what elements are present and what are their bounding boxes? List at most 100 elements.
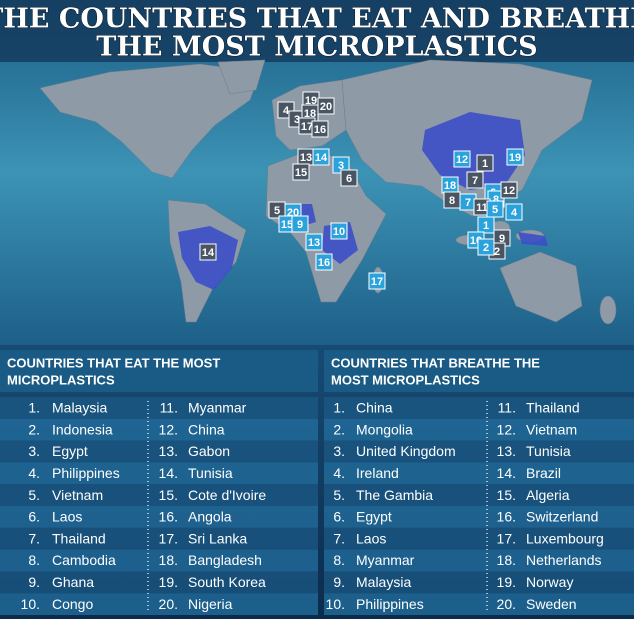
- list-rank: 10.: [21, 596, 40, 612]
- map-marker-label: 16: [318, 257, 330, 269]
- map-marker-label: 19: [305, 95, 317, 107]
- list-rank: 9.: [333, 574, 345, 590]
- list-name: Ireland: [356, 465, 399, 481]
- map-marker: [506, 148, 524, 166]
- map-marker: [477, 238, 495, 256]
- list-rank: 12.: [497, 421, 516, 437]
- list-name: Philippines: [52, 465, 120, 481]
- list-name: Switzerland: [526, 509, 598, 525]
- list-row: [0, 484, 318, 506]
- list-name: Tunisia: [526, 443, 571, 459]
- list-name: United Kingdom: [356, 443, 456, 459]
- map-marker: [466, 171, 484, 189]
- list-name: Thailand: [52, 530, 106, 546]
- map-marker-label: 16: [314, 124, 326, 136]
- list-rank: 13.: [159, 443, 178, 459]
- map-marker-label: 13: [308, 237, 320, 249]
- map-marker: [199, 243, 217, 261]
- list-name: Malaysia: [356, 574, 411, 590]
- list-rank: 11.: [160, 400, 178, 416]
- list-row: [0, 418, 318, 441]
- list-rank: 12.: [159, 421, 178, 437]
- list-name: Cote d'Ivoire: [188, 487, 266, 503]
- list-name: Luxembourg: [526, 530, 604, 546]
- list-row: [0, 506, 318, 528]
- list-name: Myanmar: [356, 552, 415, 568]
- map-marker-label: 18: [444, 180, 456, 192]
- list-rank: 13.: [497, 443, 516, 459]
- map-marker-label: 8: [449, 195, 455, 207]
- list-name: Laos: [52, 509, 82, 525]
- list-name: Sweden: [526, 596, 577, 612]
- map-marker-label: 11: [476, 202, 488, 214]
- list-row: [324, 527, 634, 550]
- list-name: Laos: [356, 530, 386, 546]
- list-name: Mongolia: [356, 421, 413, 437]
- list-rank: 2.: [28, 421, 40, 437]
- map-marker-label: 13: [300, 152, 312, 164]
- title-line: THE COUNTRIES THAT EAT AND BREATHE: [0, 4, 634, 35]
- list-heading: MICROPLASTICS: [7, 372, 115, 387]
- map-marker-label: 12: [456, 154, 468, 166]
- map-marker: [311, 120, 329, 138]
- map-marker: [330, 222, 348, 240]
- map-marker-label: 3: [294, 114, 300, 126]
- list-row: [0, 397, 318, 419]
- list-rank: 5.: [28, 487, 40, 503]
- list-rank: 6.: [28, 509, 40, 525]
- map-marker-label: 15: [295, 167, 307, 179]
- list-row: [0, 571, 318, 594]
- list-rank: 8.: [333, 552, 345, 568]
- list-name: Myanmar: [188, 400, 247, 416]
- list-name: Philippines: [356, 596, 424, 612]
- list-rank: 4.: [28, 465, 40, 481]
- list-name: Tunisia: [188, 465, 233, 481]
- list-rank: 1.: [28, 400, 40, 416]
- list-row: [0, 593, 318, 615]
- map-marker-label: 15: [281, 219, 293, 231]
- map-marker: [312, 148, 330, 166]
- map-marker: [477, 216, 495, 234]
- list-rank: 20.: [497, 596, 516, 612]
- map-marker-label: 3: [338, 160, 344, 172]
- list-row: [0, 462, 318, 485]
- map-marker-label: 8: [493, 194, 499, 206]
- list-rank: 17.: [159, 530, 178, 546]
- list-heading: COUNTRIES THAT BREATHE THE: [331, 355, 540, 370]
- map-marker-label: 2: [494, 246, 500, 258]
- list-row: [324, 571, 634, 594]
- map-marker: [486, 200, 504, 218]
- list-name: The Gambia: [356, 487, 433, 503]
- map-marker: [505, 203, 523, 221]
- map-marker-label: 17: [301, 121, 313, 133]
- map-marker-label: 9: [499, 233, 505, 245]
- map-marker: [315, 253, 333, 271]
- list-row: [324, 506, 634, 528]
- list-name: Algeria: [526, 487, 570, 503]
- list-heading: COUNTRIES THAT EAT THE MOST: [7, 355, 220, 370]
- list-row: [324, 462, 634, 485]
- list-name: China: [356, 400, 393, 416]
- map-marker-label: 2: [483, 242, 489, 254]
- map-marker-label: 9: [297, 219, 303, 231]
- map-marker-label: 4: [283, 105, 290, 117]
- list-rank: 1.: [333, 400, 345, 416]
- list-rank: 16.: [159, 509, 178, 525]
- list-row: [324, 484, 634, 506]
- map-marker-label: 5: [492, 204, 498, 216]
- map-marker-label: 18: [304, 108, 316, 120]
- map-marker-label: 10: [333, 226, 345, 238]
- list-rank: 17.: [497, 530, 516, 546]
- map-marker-label: 14: [202, 247, 215, 259]
- list-rank: 11.: [498, 400, 516, 416]
- list-name: South Korea: [188, 574, 266, 590]
- list-name: Vietnam: [52, 487, 103, 503]
- map-marker-label: 6: [346, 173, 352, 185]
- list-name: Gabon: [188, 443, 230, 459]
- map-marker: [500, 181, 518, 199]
- list-name: Netherlands: [526, 552, 602, 568]
- list-rank: 5.: [333, 487, 345, 503]
- list-rank: 10.: [326, 596, 345, 612]
- map-marker: [340, 169, 358, 187]
- list-rank: 16.: [497, 509, 516, 525]
